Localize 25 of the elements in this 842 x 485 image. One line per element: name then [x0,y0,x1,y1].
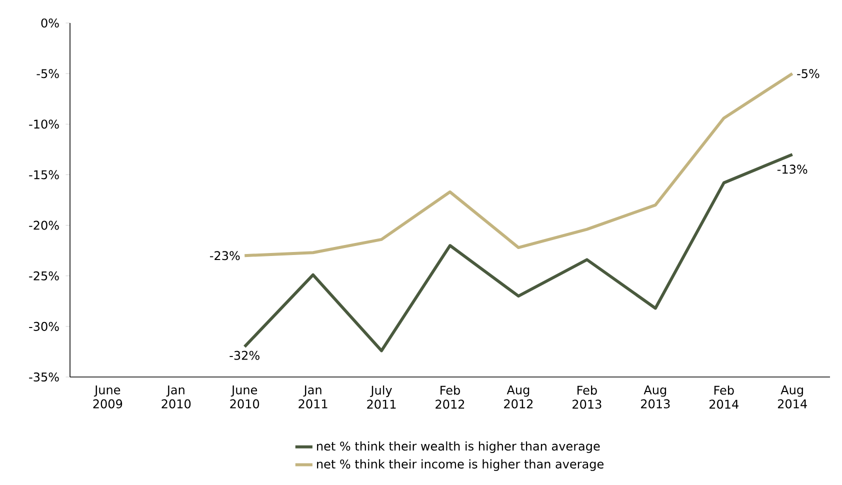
x-tick-label: Aug 2012 [504,385,533,408]
y-tick-label: -35% [29,372,59,382]
x-tick-label: June 2010 [230,385,260,408]
y-tick-label: -30% [29,322,59,331]
x-tick-label: Aug 2014 [778,385,807,408]
x-tick-label: Feb 2012 [436,385,464,409]
x-tick-label: Jan 2011 [298,385,328,408]
data-label: -13% [777,164,808,174]
data-label: -5% [797,69,820,78]
y-tick-label: -10% [29,120,59,129]
legend-label: net % think their wealth is higher than average [317,441,600,453]
x-tick-label: Aug 2013 [641,385,670,408]
legend-label: net % think their income is higher than average [317,459,604,471]
y-tick-label: -20% [29,220,59,230]
x-tick-label: June 2009 [93,385,122,408]
y-tick-label: -5% [36,69,59,78]
data-label: -23% [210,251,240,260]
x-tick-label: Feb 2013 [572,385,602,409]
y-tick-label: -15% [29,170,59,180]
x-tick-label: Jan 2010 [162,385,191,408]
x-tick-label: Feb 2014 [709,385,738,409]
data-label: -32% [230,350,260,360]
y-tick-label: -25% [29,271,59,280]
y-tick-label: 0% [41,18,59,28]
x-tick-label: July 2011 [367,385,396,409]
